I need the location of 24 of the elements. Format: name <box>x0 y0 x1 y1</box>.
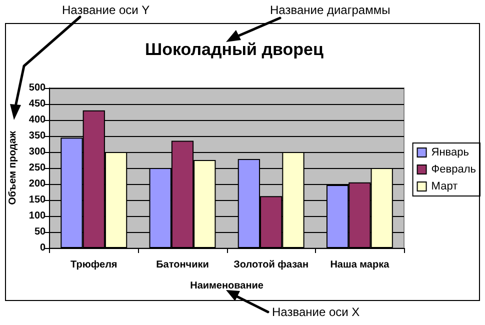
y-tick-label: 100 <box>28 210 46 222</box>
y-tick-label: 400 <box>28 114 46 126</box>
x-tick-label: Золотой фазан <box>234 260 309 270</box>
legend-label: Январь <box>431 146 470 158</box>
y-tick-label: 250 <box>28 162 46 174</box>
legend-label: Март <box>431 180 458 192</box>
text: Название оси X <box>272 305 360 319</box>
y-tick-label: 300 <box>28 146 46 158</box>
text: Название оси Y <box>62 3 150 17</box>
x-tick-label: Наша марка <box>330 260 390 270</box>
y-tick-label: 450 <box>28 98 46 110</box>
x-axis-title: Наименование <box>190 280 264 292</box>
y-axis-title: Объем продаж <box>8 130 18 205</box>
y-tick-label: 150 <box>28 194 46 206</box>
legend-label: Февраль <box>431 164 476 176</box>
x-tick-label: Батончики <box>156 260 209 270</box>
y-tick-label: 200 <box>28 178 46 190</box>
text: Название диаграммы <box>270 3 390 17</box>
y-tick-label: 500 <box>28 82 46 94</box>
chart-title: Шоколадный дворец <box>145 40 324 59</box>
x-tick-label: Трюфеля <box>70 260 118 270</box>
y-tick-label: 50 <box>34 226 46 238</box>
y-tick-label: 350 <box>28 130 46 142</box>
y-tick-label: 0 <box>40 242 46 254</box>
